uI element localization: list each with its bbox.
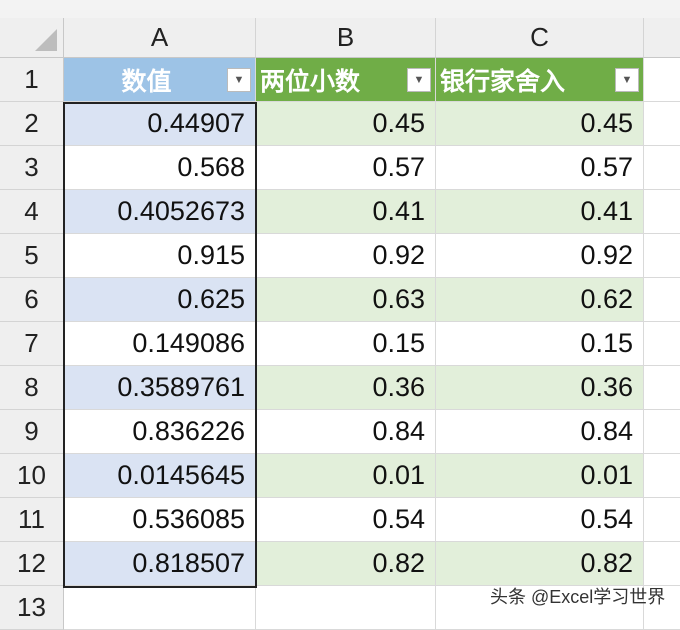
- table-cell[interactable]: [644, 102, 680, 146]
- table-cell[interactable]: 0.3589761: [64, 366, 256, 410]
- filter-dropdown-button[interactable]: ▼: [227, 68, 251, 92]
- table-cell[interactable]: [644, 234, 680, 278]
- table-cell[interactable]: 0.45: [436, 102, 644, 146]
- table-cell[interactable]: [644, 322, 680, 366]
- row-header-13[interactable]: 13: [0, 586, 64, 630]
- table-cell[interactable]: 0.149086: [64, 322, 256, 366]
- table-cell[interactable]: 0.84: [256, 410, 436, 454]
- table-cell[interactable]: [256, 586, 436, 630]
- row-header-6[interactable]: 6: [0, 278, 64, 322]
- row-header-3[interactable]: 3: [0, 146, 64, 190]
- row-header-4[interactable]: 4: [0, 190, 64, 234]
- table-cell[interactable]: [644, 498, 680, 542]
- dropdown-arrow-icon: ▼: [413, 74, 425, 86]
- column-header-A[interactable]: A: [64, 18, 256, 58]
- header-label: 两位小数: [260, 67, 361, 96]
- table-cell[interactable]: 0.44907: [64, 102, 256, 146]
- row-header-8[interactable]: 8: [0, 366, 64, 410]
- table-cell[interactable]: 0.568: [64, 146, 256, 190]
- row-header-7[interactable]: 7: [0, 322, 64, 366]
- select-all-button[interactable]: [0, 18, 64, 58]
- dropdown-arrow-icon: ▼: [233, 74, 245, 86]
- row-header-2[interactable]: 2: [0, 102, 64, 146]
- table-cell[interactable]: 0.82: [436, 542, 644, 586]
- column-header-B[interactable]: B: [256, 18, 436, 58]
- table-cell[interactable]: 0.836226: [64, 410, 256, 454]
- column-header[interactable]: [644, 18, 680, 58]
- table-cell[interactable]: [644, 542, 680, 586]
- row-header-9[interactable]: 9: [0, 410, 64, 454]
- watermark: 头条 @Excel学习世界: [490, 587, 666, 607]
- table-header-A[interactable]: 数值 ▼: [64, 58, 256, 102]
- table-cell[interactable]: 0.63: [256, 278, 436, 322]
- table-cell[interactable]: 0.45: [256, 102, 436, 146]
- row-header-11[interactable]: 11: [0, 498, 64, 542]
- table-cell[interactable]: 0.01: [436, 454, 644, 498]
- table-cell[interactable]: 0.0145645: [64, 454, 256, 498]
- table-cell[interactable]: 0.92: [256, 234, 436, 278]
- table-cell[interactable]: [644, 454, 680, 498]
- table-cell[interactable]: 0.84: [436, 410, 644, 454]
- table-cell[interactable]: 0.818507: [64, 542, 256, 586]
- row-header-5[interactable]: 5: [0, 234, 64, 278]
- table-cell[interactable]: 0.82: [256, 542, 436, 586]
- table-cell[interactable]: 0.57: [436, 146, 644, 190]
- table-header-B[interactable]: 两位小数 ▼: [256, 58, 436, 102]
- table-cell[interactable]: 0.915: [64, 234, 256, 278]
- toolbar-area: [0, 0, 680, 18]
- table-cell[interactable]: [64, 586, 256, 630]
- table-cell[interactable]: [644, 366, 680, 410]
- table-cell[interactable]: 0.62: [436, 278, 644, 322]
- table-cell[interactable]: 0.54: [256, 498, 436, 542]
- header-label: 银行家舍入: [440, 67, 566, 96]
- table-header-C[interactable]: 银行家舍入 ▼: [436, 58, 644, 102]
- table-cell[interactable]: 0.41: [256, 190, 436, 234]
- table-cell[interactable]: 0.15: [436, 322, 644, 366]
- table-cell[interactable]: 0.4052673: [64, 190, 256, 234]
- table-cell[interactable]: 0.625: [64, 278, 256, 322]
- column-header-C[interactable]: C: [436, 18, 644, 58]
- table-cell[interactable]: 0.54: [436, 498, 644, 542]
- table-cell[interactable]: 0.36: [436, 366, 644, 410]
- dropdown-arrow-icon: ▼: [621, 74, 633, 86]
- table-cell[interactable]: 0.536085: [64, 498, 256, 542]
- table-cell[interactable]: 0.41: [436, 190, 644, 234]
- filter-dropdown-button[interactable]: ▼: [407, 68, 431, 92]
- table-cell[interactable]: 0.36: [256, 366, 436, 410]
- table-cell[interactable]: [644, 278, 680, 322]
- table-cell[interactable]: [644, 410, 680, 454]
- row-header-12[interactable]: 12: [0, 542, 64, 586]
- table-cell[interactable]: 0.92: [436, 234, 644, 278]
- table-cell[interactable]: 0.57: [256, 146, 436, 190]
- table-cell[interactable]: 0.01: [256, 454, 436, 498]
- table-cell[interactable]: [644, 146, 680, 190]
- row-header-1[interactable]: 1: [0, 58, 64, 102]
- cell-D1[interactable]: [644, 58, 680, 102]
- row-header-10[interactable]: 10: [0, 454, 64, 498]
- table-cell[interactable]: [644, 190, 680, 234]
- filter-dropdown-button[interactable]: ▼: [615, 68, 639, 92]
- table-cell[interactable]: 0.15: [256, 322, 436, 366]
- header-label: 数值: [121, 67, 172, 96]
